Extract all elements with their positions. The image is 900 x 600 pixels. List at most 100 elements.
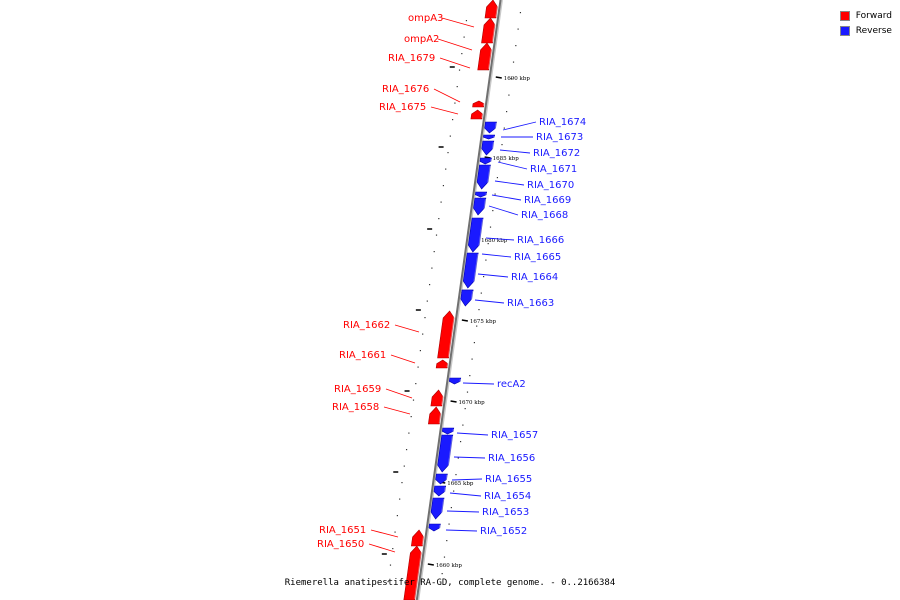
gene-leader-ompa2 <box>437 38 473 51</box>
ruler-dot <box>396 515 398 517</box>
gene-arrow-ria-1662 <box>437 310 455 359</box>
ruler-dot <box>464 408 466 410</box>
legend-forward-label: Forward <box>855 10 892 21</box>
gene-highlight <box>441 390 445 406</box>
gene-leader-reca2 <box>462 382 495 385</box>
ruler-dot <box>453 490 455 492</box>
gene-highlight <box>421 530 426 546</box>
backbone-shadow <box>416 0 503 600</box>
ruler-dot <box>422 333 424 335</box>
gene-leader-ompa3 <box>441 17 475 28</box>
gene-label-ria-1679: RIA_1679 <box>388 53 435 64</box>
reverse-swatch <box>839 25 850 36</box>
gene-arrow-ria-1651 <box>410 529 424 547</box>
ruler-dot <box>462 424 464 426</box>
legend-forward: Forward <box>839 8 892 23</box>
gene-highlight <box>490 158 493 164</box>
ruler-dot <box>508 94 510 96</box>
ruler-dot <box>494 193 496 195</box>
gene-leader-ria-1674 <box>502 121 537 131</box>
gene-arrow-ria-1663 <box>460 289 474 307</box>
gene-leader-ria-1656 <box>453 456 486 459</box>
ruler-dot <box>492 210 494 212</box>
gene-arrow-ria-1670 <box>476 164 491 190</box>
gene-label-ria-1657: RIA_1657 <box>491 430 538 441</box>
gene-leader-ria-1672 <box>499 149 531 154</box>
ruler-mark <box>495 76 502 79</box>
ruler-dot <box>450 507 452 509</box>
ruler-dot <box>387 581 389 583</box>
gene-arrow-ompa3 <box>484 0 498 19</box>
ruler-mark <box>450 400 457 403</box>
gene-leader-ria-1679 <box>439 57 471 69</box>
backbone <box>415 0 502 600</box>
gene-label-ria-1655: RIA_1655 <box>485 474 532 485</box>
ruler-label: 1680 kbp <box>481 238 508 244</box>
gene-label-ria-1656: RIA_1656 <box>488 453 535 464</box>
gene-arrow-ria-1650 <box>403 545 422 600</box>
ruler-label: 1665 kbp <box>447 481 474 487</box>
gene-label-ria-1669: RIA_1669 <box>524 195 571 206</box>
gene-highlight <box>438 407 443 424</box>
gene-label-ria-1654: RIA_1654 <box>484 491 531 502</box>
gene-arrow-ria-1668 <box>473 197 487 216</box>
gene-arrow-ria-1679 <box>477 42 492 71</box>
gene-arrow-ria-1674 <box>484 121 497 134</box>
gene-label-ria-1659: RIA_1659 <box>334 384 381 395</box>
ruler-dot <box>519 12 522 14</box>
ruler-dot <box>447 152 449 154</box>
gene-arrow-ria-1665 <box>462 252 479 289</box>
gene-label-ria-1671: RIA_1671 <box>530 164 577 175</box>
ruler-dot <box>517 28 519 30</box>
ruler-mark <box>461 319 468 322</box>
gene-leader-ria-1664 <box>477 273 509 278</box>
gene-highlight <box>488 43 494 70</box>
gene-arrow-ria-1666 <box>468 217 484 253</box>
gene-arrow-ria-1673 <box>483 134 496 140</box>
gene-highlight <box>459 378 462 384</box>
ruler-dot <box>428 284 431 286</box>
ruler-dot <box>440 201 442 203</box>
gene-arrow-ria-1675 <box>470 109 483 120</box>
ruler-dot <box>512 61 515 63</box>
gene-leader-ria-1670 <box>494 180 525 186</box>
gene-leader-ria-1665 <box>481 253 512 258</box>
gene-highlight <box>447 435 454 472</box>
ruler-dot <box>471 358 473 360</box>
gene-arrow-ria-1654 <box>433 485 447 497</box>
ruler-dot <box>459 441 462 443</box>
ruler-dot <box>441 573 443 575</box>
gene-leader-ria-1676 <box>433 88 461 103</box>
gene-label-ria-1664: RIA_1664 <box>511 272 558 283</box>
ruler-dot <box>435 234 438 236</box>
gene-label-ria-1675: RIA_1675 <box>379 102 426 113</box>
ruler-dot <box>456 86 458 88</box>
ruler-dot <box>478 309 480 311</box>
ruler-dot <box>431 267 433 269</box>
gene-arrow-ria-1653 <box>430 497 445 520</box>
gene-arrow-reca2 <box>448 377 462 385</box>
ruler-dot <box>443 556 446 558</box>
gene-arrow-ria-1676 <box>472 100 485 108</box>
ruler-dot <box>510 78 512 80</box>
ruler-dot <box>485 259 487 261</box>
gene-arrow-ria-1661 <box>435 359 449 369</box>
gene-highlight <box>477 218 484 252</box>
gene-highlight <box>481 110 484 119</box>
ruler-dot <box>466 391 469 393</box>
gene-leader-ria-1659 <box>385 388 413 399</box>
gene-leader-ria-1668 <box>488 205 519 216</box>
gene-label-ria-1666: RIA_1666 <box>517 235 564 246</box>
gene-leader-ria-1655 <box>451 478 483 481</box>
ruler-dot <box>403 465 405 467</box>
ruler-dot <box>463 36 465 38</box>
gene-leader-ria-1653 <box>446 510 480 513</box>
ruler-dot <box>405 449 408 451</box>
gene-arrow-ria-1672 <box>481 140 495 156</box>
ruler-dot <box>394 531 396 533</box>
gene-arrow-ria-1659 <box>430 389 444 407</box>
gene-label-ria-1662: RIA_1662 <box>343 320 390 331</box>
ruler-dot <box>438 218 440 220</box>
ruler-dot <box>487 243 489 245</box>
